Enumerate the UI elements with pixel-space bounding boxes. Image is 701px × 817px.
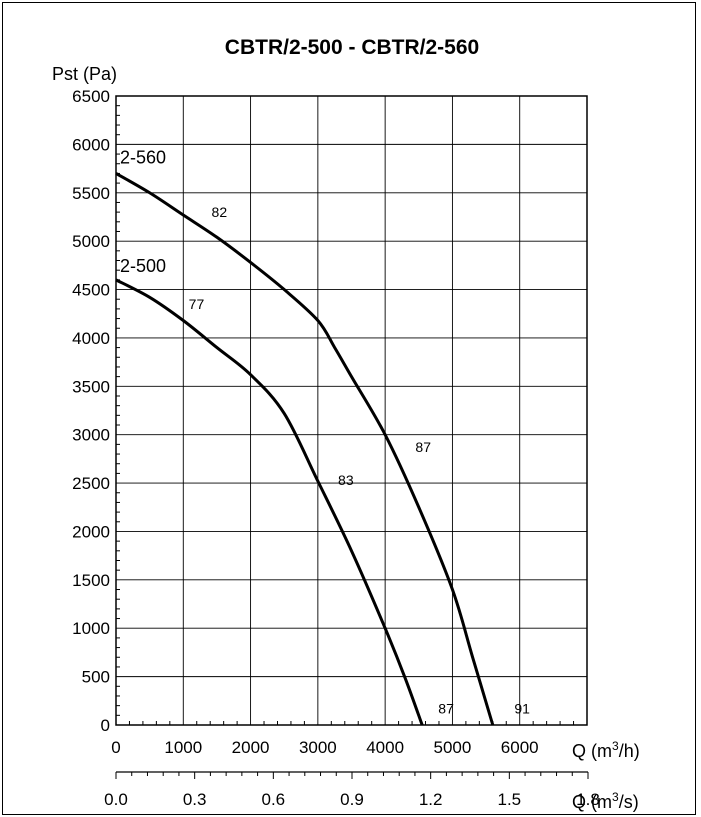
y-axis-ticks: 0 500 1000 1500 2000 2500 3000 3500 4000 4500 5000… (72, 87, 110, 735)
plot-area-border (115, 95, 588, 726)
secondary-tick-label: 1.8 (576, 790, 600, 809)
y-tick-label: 3500 (72, 377, 110, 396)
y-tick-label: 4000 (72, 329, 110, 348)
chart-title: CBTR/2-500 - CBTR/2-560 (225, 36, 479, 59)
secondary-tick-label: 0.3 (183, 790, 207, 809)
y-tick-label: 4500 (72, 281, 110, 300)
efficiency-label: 77 (189, 296, 205, 312)
y-tick-label: 2500 (72, 474, 110, 493)
efficiency-label: 87 (438, 700, 454, 716)
secondary-tick-label: 1.5 (498, 790, 522, 809)
y-tick-label: 500 (82, 668, 110, 687)
efficiency-label: 83 (338, 472, 354, 488)
x-tick-label: 2000 (232, 738, 270, 757)
minor-ticks (116, 105, 575, 725)
x-tick-label: 4000 (366, 738, 404, 757)
secondary-x-axis-label: Q (m3/s) (572, 790, 639, 812)
y-tick-label: 6000 (72, 135, 110, 154)
curve-labels: 2-560 82 87 91 2-500 77 83 87 (120, 147, 530, 716)
y-tick-label: 5500 (72, 184, 110, 203)
secondary-tick-label: 1.2 (419, 790, 443, 809)
curve-2-500 (115, 278, 424, 726)
series-label: 2-500 (120, 256, 166, 276)
y-tick-label: 3000 (72, 426, 110, 445)
y-tick-label: 6500 (72, 87, 110, 106)
y-tick-label: 2000 (72, 522, 110, 541)
x-tick-label: 5000 (434, 738, 472, 757)
secondary-tick-label: 0.6 (262, 790, 286, 809)
x-axis-ticks: 0 1000 2000 3000 4000 5000 6000 (111, 738, 538, 757)
grid (115, 95, 588, 726)
efficiency-label: 91 (514, 700, 530, 716)
series-label: 2-560 (120, 147, 166, 167)
y-tick-label: 5000 (72, 232, 110, 251)
curves (115, 172, 495, 726)
x-tick-label: 0 (111, 738, 120, 757)
secondary-tick-label: 0.0 (104, 790, 128, 809)
y-tick-label: 1000 (72, 619, 110, 638)
x-tick-label: 3000 (299, 738, 337, 757)
y-tick-label: 0 (101, 716, 110, 735)
x-axis-label: Q (m3/h) (572, 739, 640, 761)
y-tick-label: 1500 (72, 571, 110, 590)
x-tick-label: 1000 (164, 738, 202, 757)
efficiency-label: 82 (212, 204, 228, 220)
secondary-x-axis: 0.0 0.3 0.6 0.9 1.2 1.5 1.8 (104, 771, 600, 809)
y-axis-label: Pst (Pa) (52, 64, 117, 84)
efficiency-label: 87 (415, 439, 431, 455)
curve-2-560 (115, 172, 495, 726)
secondary-tick-label: 0.9 (340, 790, 364, 809)
x-tick-label: 6000 (501, 738, 539, 757)
